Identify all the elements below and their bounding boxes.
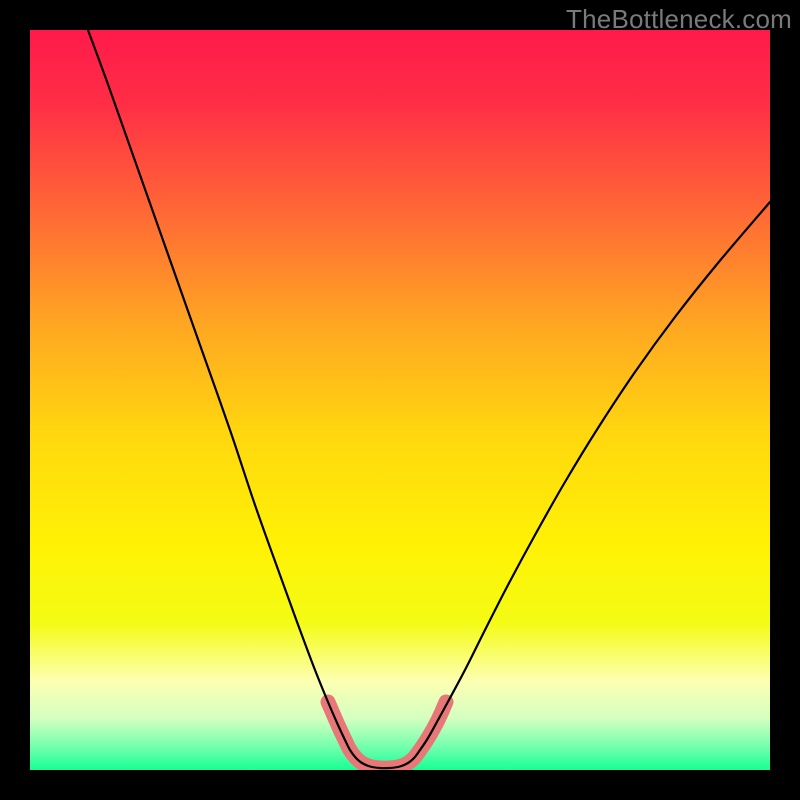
plot-area — [30, 30, 770, 770]
watermark-text: TheBottleneck.com — [566, 4, 792, 35]
plot-svg — [30, 30, 770, 770]
gradient-background — [30, 30, 770, 770]
